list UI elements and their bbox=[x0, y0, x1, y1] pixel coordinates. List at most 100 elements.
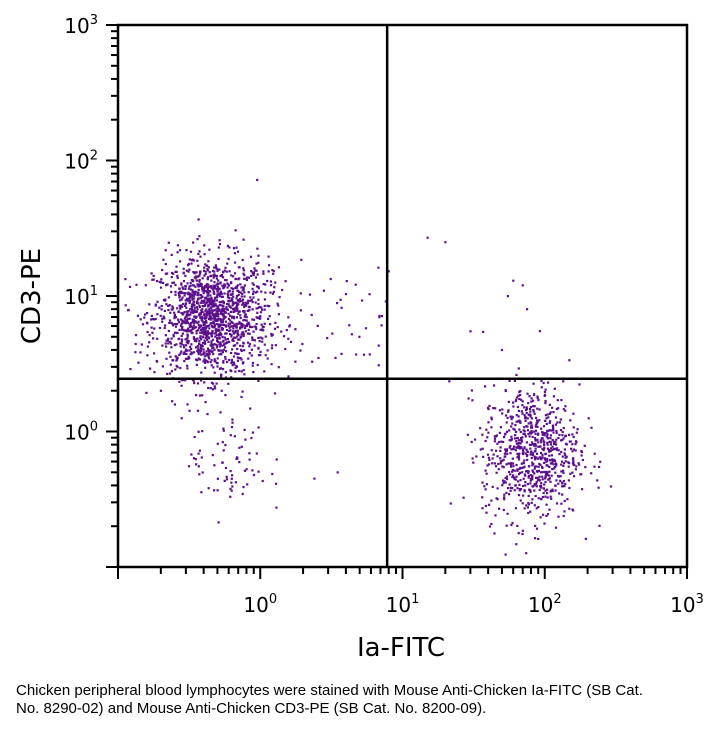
data-point bbox=[193, 435, 196, 439]
data-point bbox=[543, 483, 546, 486]
data-point bbox=[487, 406, 490, 409]
data-point bbox=[180, 384, 183, 387]
data-point bbox=[215, 382, 218, 385]
data-point bbox=[189, 311, 193, 314]
data-point bbox=[229, 319, 232, 322]
data-point bbox=[566, 498, 569, 501]
data-point bbox=[214, 303, 217, 306]
data-point bbox=[171, 305, 174, 308]
data-point bbox=[509, 415, 512, 418]
data-point bbox=[189, 322, 193, 325]
data-point bbox=[522, 450, 525, 453]
data-point bbox=[233, 363, 236, 366]
data-point bbox=[551, 406, 554, 409]
data-point bbox=[208, 309, 211, 312]
data-point bbox=[538, 419, 541, 422]
data-point bbox=[542, 449, 545, 452]
data-point bbox=[161, 365, 164, 368]
data-point bbox=[231, 364, 234, 367]
data-point bbox=[531, 452, 534, 455]
data-point bbox=[212, 326, 216, 329]
data-point bbox=[181, 332, 184, 335]
data-point bbox=[185, 352, 188, 356]
data-point bbox=[271, 472, 274, 476]
data-point bbox=[514, 478, 517, 481]
data-point bbox=[238, 461, 241, 464]
data-point bbox=[179, 345, 182, 348]
data-point bbox=[481, 507, 484, 510]
data-point bbox=[146, 312, 149, 315]
data-point bbox=[153, 327, 156, 330]
data-point bbox=[574, 443, 577, 446]
data-point bbox=[521, 532, 524, 536]
data-point bbox=[528, 488, 531, 491]
data-point bbox=[199, 347, 202, 350]
data-point bbox=[224, 371, 227, 374]
data-point bbox=[519, 390, 522, 393]
data-point bbox=[202, 328, 206, 331]
data-point bbox=[387, 270, 390, 273]
data-point bbox=[218, 301, 221, 304]
data-point bbox=[215, 307, 218, 310]
data-point bbox=[568, 507, 571, 510]
data-point bbox=[207, 266, 210, 269]
data-point bbox=[532, 393, 536, 396]
data-point bbox=[193, 309, 196, 312]
data-point bbox=[201, 332, 204, 335]
data-point bbox=[232, 302, 235, 305]
data-point bbox=[186, 282, 189, 285]
data-point bbox=[561, 434, 564, 437]
data-point bbox=[215, 323, 218, 326]
data-point bbox=[511, 416, 514, 419]
data-point bbox=[263, 308, 266, 311]
data-point bbox=[531, 476, 534, 479]
data-point bbox=[227, 324, 230, 328]
data-point bbox=[241, 331, 244, 334]
data-point bbox=[523, 447, 526, 450]
data-point bbox=[219, 295, 222, 298]
data-point bbox=[236, 289, 239, 292]
data-point bbox=[231, 321, 234, 324]
data-point bbox=[192, 311, 195, 314]
data-point bbox=[187, 355, 190, 358]
data-point bbox=[184, 304, 187, 307]
data-point bbox=[495, 471, 498, 474]
data-point bbox=[203, 323, 206, 326]
data-point bbox=[222, 300, 225, 303]
data-point bbox=[449, 502, 452, 505]
data-point bbox=[205, 354, 208, 357]
data-point bbox=[228, 314, 232, 317]
data-point bbox=[548, 470, 551, 473]
data-point bbox=[204, 317, 207, 320]
data-point bbox=[193, 306, 196, 309]
data-point bbox=[554, 441, 557, 444]
data-point bbox=[540, 441, 543, 444]
data-point bbox=[225, 279, 228, 282]
data-point bbox=[555, 502, 559, 505]
data-point bbox=[558, 433, 561, 436]
data-point bbox=[215, 277, 218, 280]
data-point bbox=[547, 381, 550, 384]
data-point bbox=[211, 326, 214, 329]
data-point bbox=[227, 300, 230, 303]
data-point bbox=[257, 302, 260, 305]
data-point bbox=[252, 283, 255, 286]
data-point bbox=[526, 482, 529, 486]
data-point bbox=[202, 336, 205, 339]
data-point bbox=[547, 436, 550, 439]
data-point bbox=[537, 497, 540, 500]
data-point bbox=[503, 493, 506, 496]
data-point bbox=[214, 275, 217, 278]
data-point bbox=[198, 449, 201, 452]
data-point bbox=[239, 283, 242, 286]
data-point bbox=[518, 483, 521, 486]
data-point bbox=[541, 433, 544, 436]
data-point bbox=[512, 474, 515, 477]
data-point bbox=[575, 441, 578, 444]
data-point bbox=[544, 453, 547, 456]
data-point bbox=[479, 448, 482, 451]
data-point bbox=[215, 314, 218, 317]
data-point bbox=[490, 418, 493, 421]
data-point bbox=[258, 340, 261, 343]
data-point bbox=[573, 463, 576, 467]
